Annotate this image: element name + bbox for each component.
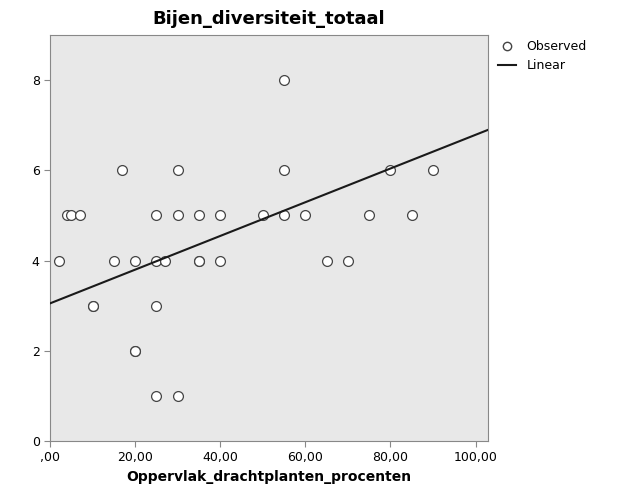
Point bbox=[160, 257, 170, 265]
Point bbox=[279, 76, 289, 84]
Point bbox=[173, 166, 183, 174]
X-axis label: Oppervlak_drachtplanten_procenten: Oppervlak_drachtplanten_procenten bbox=[126, 470, 412, 484]
Point bbox=[75, 211, 85, 219]
Point bbox=[88, 302, 98, 310]
Point bbox=[322, 257, 332, 265]
Point bbox=[215, 257, 225, 265]
Point bbox=[130, 347, 140, 355]
Point bbox=[130, 347, 140, 355]
Point bbox=[364, 211, 374, 219]
Point bbox=[194, 211, 204, 219]
Point bbox=[386, 166, 396, 174]
Legend: Observed, Linear: Observed, Linear bbox=[493, 35, 592, 77]
Point bbox=[66, 211, 76, 219]
Point bbox=[173, 211, 183, 219]
Point bbox=[279, 211, 289, 219]
Point bbox=[279, 166, 289, 174]
Point bbox=[407, 211, 417, 219]
Point bbox=[88, 302, 98, 310]
Point bbox=[194, 257, 204, 265]
Title: Bijen_diversiteit_totaal: Bijen_diversiteit_totaal bbox=[153, 10, 386, 28]
Point bbox=[62, 211, 72, 219]
Point bbox=[118, 166, 128, 174]
Point bbox=[343, 257, 353, 265]
Point bbox=[130, 257, 140, 265]
Point bbox=[151, 211, 162, 219]
Point bbox=[258, 211, 268, 219]
Point bbox=[428, 166, 438, 174]
Point bbox=[215, 211, 225, 219]
Point bbox=[151, 302, 162, 310]
Point bbox=[300, 211, 310, 219]
Point bbox=[173, 392, 183, 400]
Point bbox=[151, 392, 162, 400]
Point bbox=[151, 257, 162, 265]
Point bbox=[194, 257, 204, 265]
Point bbox=[54, 257, 64, 265]
Point bbox=[109, 257, 119, 265]
